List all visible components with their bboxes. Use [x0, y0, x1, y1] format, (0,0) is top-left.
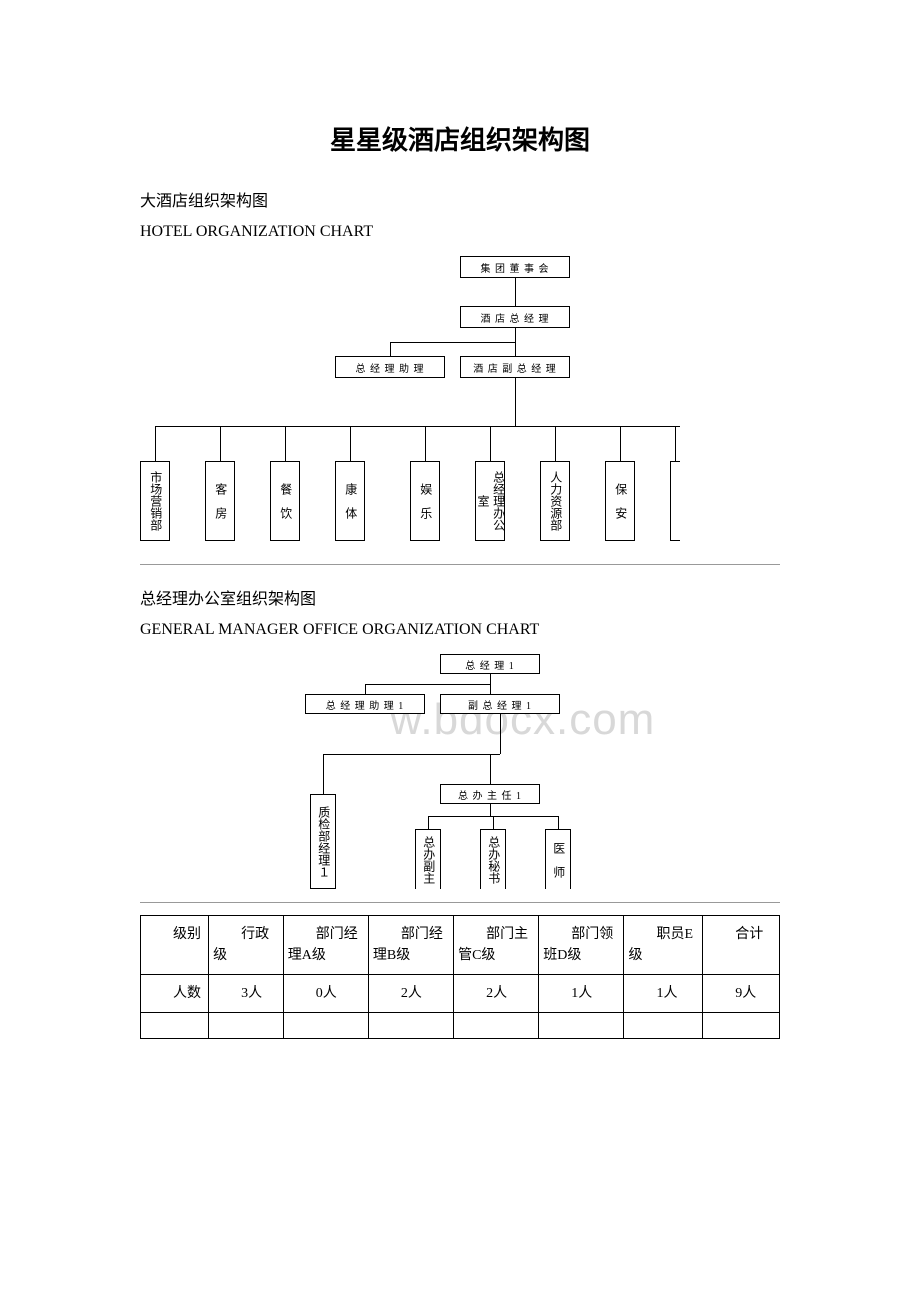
- section1-subtitle-en: HOTEL ORGANIZATION CHART: [140, 223, 780, 241]
- dept-fb: 餐 饮: [270, 461, 300, 541]
- separator2: [140, 902, 780, 903]
- dept-ent: 娱 乐: [410, 461, 440, 541]
- dept-marketing: 市场营销部: [140, 461, 170, 541]
- section2-subtitle-cn: 总经理办公室组织架构图: [140, 585, 780, 609]
- td: 2人: [486, 986, 507, 1001]
- table-row: 人数 3人 0人 2人 2人 1人 1人 9人: [141, 975, 780, 1013]
- node-gm-assist: 总 经 理 助 理: [335, 356, 445, 378]
- node2-deputy-dir: 总办副主: [415, 829, 441, 889]
- th-mgr-b: 部门经理B级: [373, 927, 443, 963]
- table-row-empty: [141, 1013, 780, 1039]
- node2-gm: 总 经 理 1: [440, 654, 540, 674]
- node2-qc: 质检部经理１: [310, 794, 336, 889]
- node2-secretary: 总办秘书: [480, 829, 506, 889]
- headcount-table: 级别 行政级 部门经理A级 部门经理B级 部门主管C级 部门领班D级 职员E级 …: [140, 915, 780, 1039]
- node2-deputy: 副 总 经 理 1: [440, 694, 560, 714]
- dept-hr: 人力资源部: [540, 461, 570, 541]
- dept-health: 康 体: [335, 461, 365, 541]
- th-mgr-a: 部门经理A级: [288, 927, 358, 963]
- th-admin: 行政级: [213, 927, 269, 963]
- node2-assist: 总 经 理 助 理 1: [305, 694, 425, 714]
- section1-subtitle-cn: 大酒店组织架构图: [140, 187, 780, 211]
- th-lead-d: 部门领班D级: [543, 927, 613, 963]
- node-deputy-gm: 酒 店 副 总 经 理: [460, 356, 570, 378]
- td: 1人: [571, 986, 592, 1001]
- table-header-row: 级别 行政级 部门经理A级 部门经理B级 部门主管C级 部门领班D级 职员E级 …: [141, 916, 780, 975]
- td: 0人: [316, 986, 337, 1001]
- dept-rooms: 客 房: [205, 461, 235, 541]
- hotel-org-chart: 集 团 董 事 会 酒 店 总 经 理 总 经 理 助 理 酒 店 副 总 经 …: [140, 256, 780, 556]
- node-board: 集 团 董 事 会: [460, 256, 570, 278]
- node2-director: 总 办 主 任 1: [440, 784, 540, 804]
- td: 3人: [241, 986, 262, 1001]
- dept-extra: [670, 461, 680, 541]
- page-title: 星星级酒店组织架构图: [140, 120, 780, 157]
- th-total: 合计: [735, 927, 763, 942]
- th-level: 级别: [173, 927, 201, 942]
- node-gm: 酒 店 总 经 理: [460, 306, 570, 328]
- section2-subtitle-en: GENERAL MANAGER OFFICE ORGANIZATION CHAR…: [140, 621, 780, 639]
- th-staff-e: 职员E级: [628, 927, 693, 963]
- gm-office-org-chart: 总 经 理 1 总 经 理 助 理 1 副 总 经 理 1 总 办 主 任 1 …: [140, 654, 780, 894]
- td: 1人: [656, 986, 677, 1001]
- th-sup-c: 部门主管C级: [458, 927, 528, 963]
- td: 9人: [735, 986, 756, 1001]
- td: 2人: [401, 986, 422, 1001]
- td: 人数: [173, 986, 201, 1001]
- node2-doctor: 医 师: [545, 829, 571, 889]
- dept-gmoffice: 总经理办公室: [475, 461, 505, 541]
- separator: [140, 564, 780, 565]
- dept-security: 保 安: [605, 461, 635, 541]
